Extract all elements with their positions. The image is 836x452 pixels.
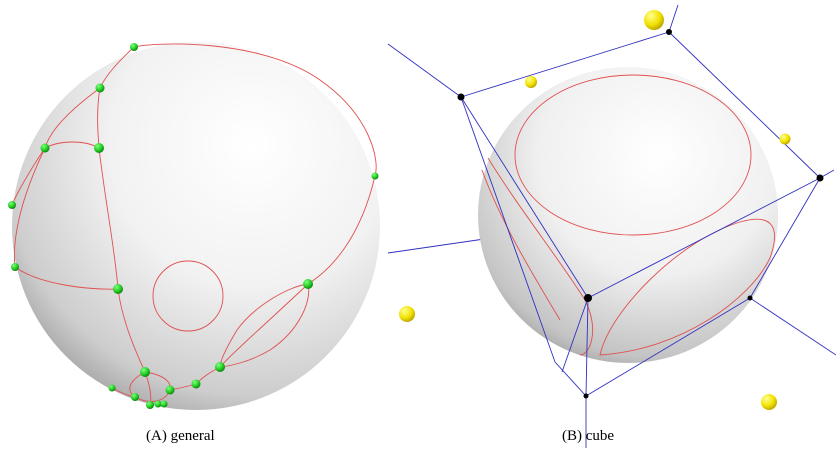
vertex-dot	[40, 143, 50, 153]
light-sphere	[779, 133, 791, 145]
curve-a1	[133, 43, 377, 177]
vertex-dot	[140, 367, 150, 377]
caption-a-tag: (A)	[146, 428, 167, 444]
cube-edges-front	[460, 31, 836, 448]
light-sphere	[399, 306, 415, 322]
light-sphere	[761, 394, 777, 410]
vertex-dot	[215, 362, 225, 372]
cube-edges-back	[387, 4, 835, 254]
vertex-dot	[95, 83, 105, 93]
light-sphere	[644, 10, 664, 30]
cube-edge	[749, 177, 821, 299]
cube-vertex-dot	[747, 295, 753, 301]
vertex-dot	[191, 379, 201, 389]
cube-edge	[387, 43, 462, 98]
caption-b-label: cube	[585, 428, 615, 444]
cube-edge	[460, 31, 670, 98]
vertex-dot	[113, 284, 123, 294]
cube-edge	[749, 297, 836, 356]
light-sphere	[525, 76, 537, 88]
vertices-a	[8, 43, 379, 409]
vertex-dot	[108, 384, 116, 392]
cube-edge	[668, 31, 821, 179]
vertex-dot	[160, 400, 168, 408]
cube-vertex-dot	[584, 294, 592, 302]
curve-a6	[14, 266, 119, 290]
cube-edge	[585, 297, 751, 397]
cube-vertices	[457, 29, 824, 399]
curve-a-small-circle	[152, 260, 224, 332]
panel-a-general	[8, 42, 380, 410]
cube-edge	[460, 96, 556, 363]
cube-edge	[668, 4, 679, 33]
cube-vertex-dot	[666, 29, 672, 35]
cube-edge	[554, 361, 587, 397]
curve-b-left-arc	[487, 157, 594, 356]
vertex-dot	[131, 393, 139, 401]
vertex-dot	[8, 201, 16, 209]
arrangement-curves-b	[481, 74, 775, 356]
caption-b: (B) cube	[562, 428, 614, 445]
curve-b-right-ellipse	[599, 218, 775, 356]
cube-edge	[561, 297, 589, 373]
vertex-dot	[371, 172, 379, 180]
caption-a-label: general	[170, 428, 215, 444]
caption-b-tag: (B)	[562, 428, 582, 444]
vertex-dot	[130, 43, 138, 51]
vertex-dot	[94, 143, 104, 153]
light-spheres	[399, 10, 791, 410]
sphere-b	[478, 67, 778, 363]
vertex-dot	[146, 401, 154, 409]
cube-edge	[387, 236, 499, 254]
vertex-dot	[165, 385, 175, 395]
cube-vertex-dot	[816, 174, 824, 182]
curve-a3	[195, 175, 376, 385]
cube-edge	[585, 297, 589, 397]
panel-b-cube	[387, 4, 836, 448]
curve-a9	[219, 283, 310, 368]
curve-b-left-arc2	[481, 169, 561, 321]
vertex-dot	[303, 279, 313, 289]
cube-vertex-dot	[457, 93, 465, 101]
curve-a8	[219, 283, 309, 368]
cube-edge	[460, 96, 589, 299]
sphere-a	[12, 42, 380, 410]
vertex-dot	[154, 400, 162, 408]
curve-b-top-circle	[514, 74, 752, 236]
cube-vertex-dot	[583, 393, 589, 399]
vertex-dot	[11, 263, 19, 271]
caption-a: (A) general	[146, 428, 215, 445]
cube-edge	[587, 177, 821, 299]
curve-a7	[13, 147, 46, 268]
